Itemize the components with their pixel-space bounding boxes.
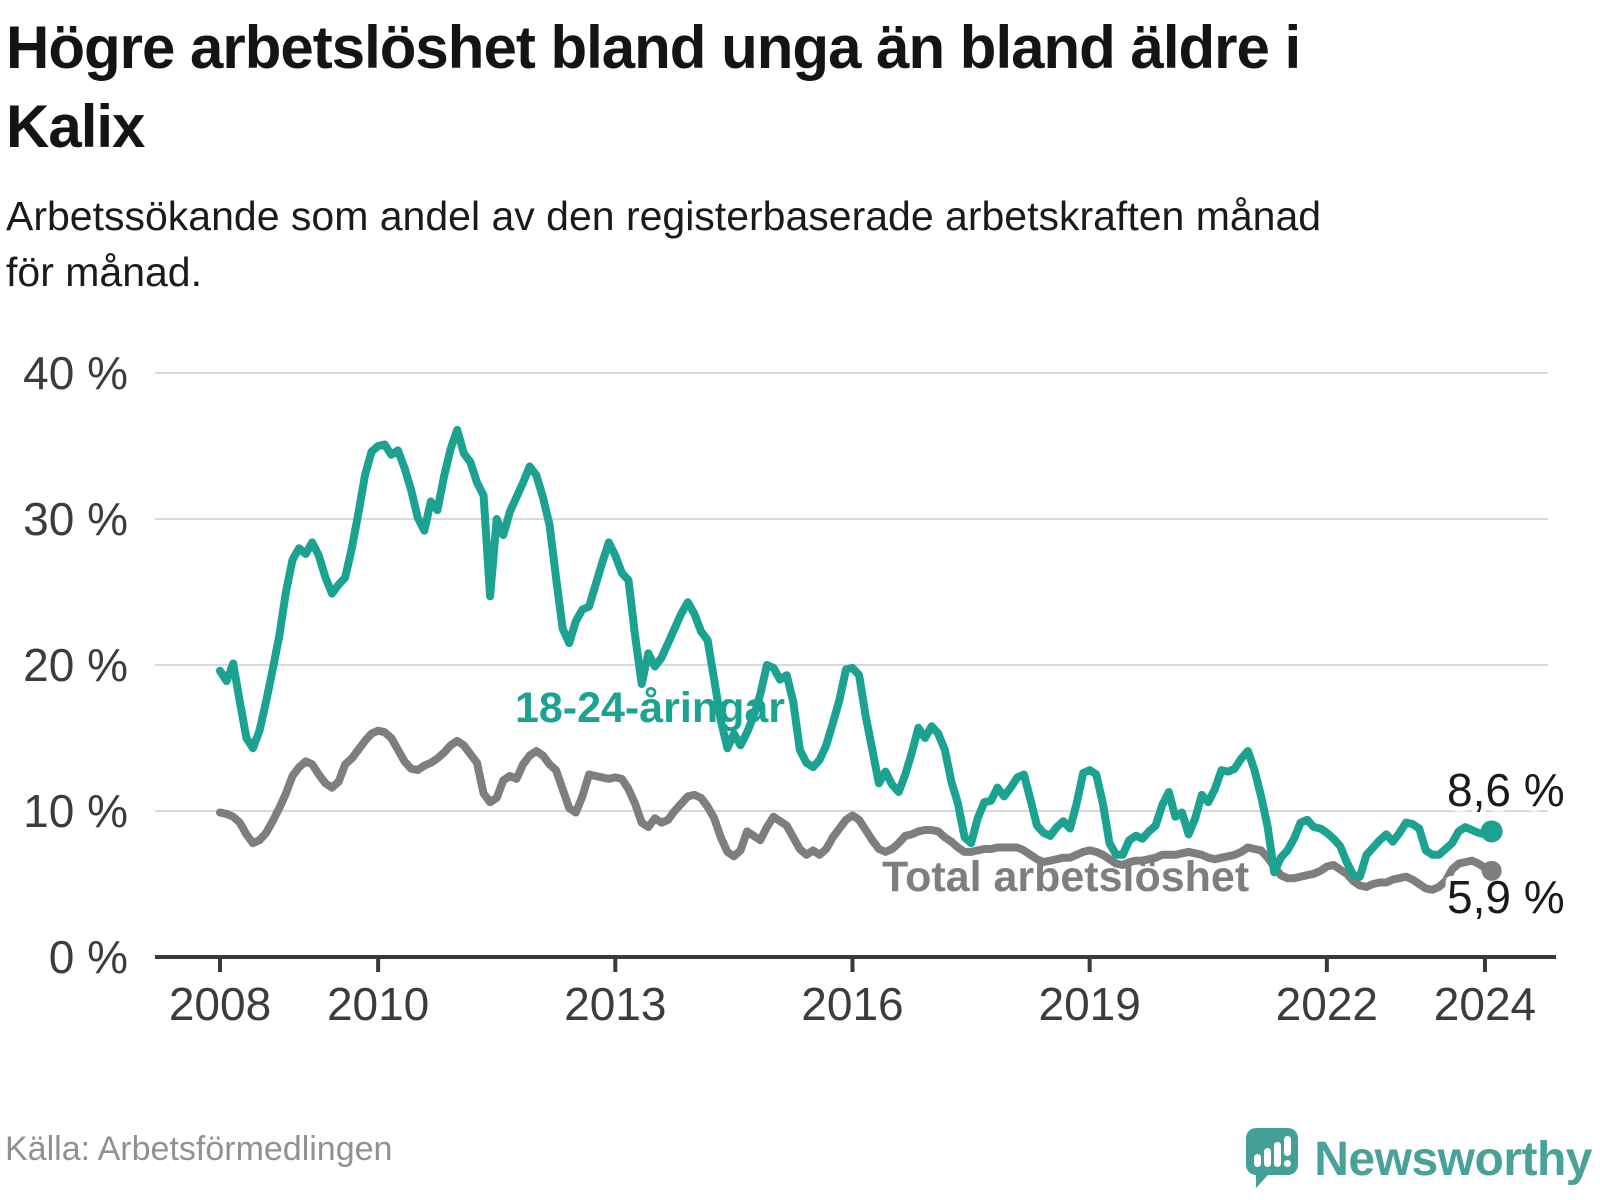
title-line-1: Högre arbetslöshet bland unga än bland ä… <box>6 14 1301 81</box>
chart-header: Högre arbetslöshet bland unga än bland ä… <box>6 8 1586 300</box>
speech-bubble-shape <box>1246 1128 1299 1188</box>
bar-icon-1 <box>1254 1154 1262 1167</box>
series-line-youth <box>216 425 1496 881</box>
exclamation-dot-icon <box>1284 1160 1292 1167</box>
title-line-2: Kalix <box>6 93 145 160</box>
x-axis-label-2013: 2013 <box>564 978 666 1030</box>
bar-icon-3 <box>1274 1142 1282 1167</box>
series-label-youth: 18-24-åringar <box>515 684 785 732</box>
x-axis-label-2016: 2016 <box>801 978 903 1030</box>
page-title: Högre arbetslöshet bland unga än bland ä… <box>6 8 1586 166</box>
y-axis-label-30: 30 % <box>23 493 128 545</box>
series-line-total <box>216 726 1496 894</box>
x-axis-label-2022: 2022 <box>1276 978 1378 1030</box>
source-note: Källa: Arbetsförmedlingen <box>5 1130 393 1168</box>
x-axis-label-2024: 2024 <box>1434 978 1536 1030</box>
bar-icon-2 <box>1264 1148 1272 1167</box>
x-axis-label-2008: 2008 <box>169 978 271 1030</box>
series-end-dot-total <box>1481 860 1502 881</box>
series-label-total: Total arbetslöshet <box>882 853 1249 901</box>
x-axis-label-2010: 2010 <box>327 978 429 1030</box>
subtitle-line-2: för månad. <box>6 249 202 295</box>
y-axis-label-0: 0 % <box>49 931 128 983</box>
exclamation-stem-icon <box>1284 1136 1292 1156</box>
newsworthy-logo: Newsworthy <box>1246 1128 1592 1190</box>
series-end-dot-youth <box>1480 820 1503 843</box>
newsworthy-logo-icon <box>1246 1128 1299 1188</box>
y-axis-label-10: 10 % <box>23 785 128 837</box>
end-value-label-total: 5,9 % <box>1447 871 1565 923</box>
x-axis-label-2019: 2019 <box>1038 978 1140 1030</box>
chart-subtitle: Arbetssökande som andel av den registerb… <box>6 188 1586 300</box>
y-axis-label-20: 20 % <box>23 639 128 691</box>
y-axis-label-40: 40 % <box>23 347 128 399</box>
newsworthy-wordmark: Newsworthy <box>1314 1132 1592 1186</box>
end-value-label-youth: 8,6 % <box>1447 764 1565 816</box>
subtitle-line-1: Arbetssökande som andel av den registerb… <box>6 193 1322 239</box>
